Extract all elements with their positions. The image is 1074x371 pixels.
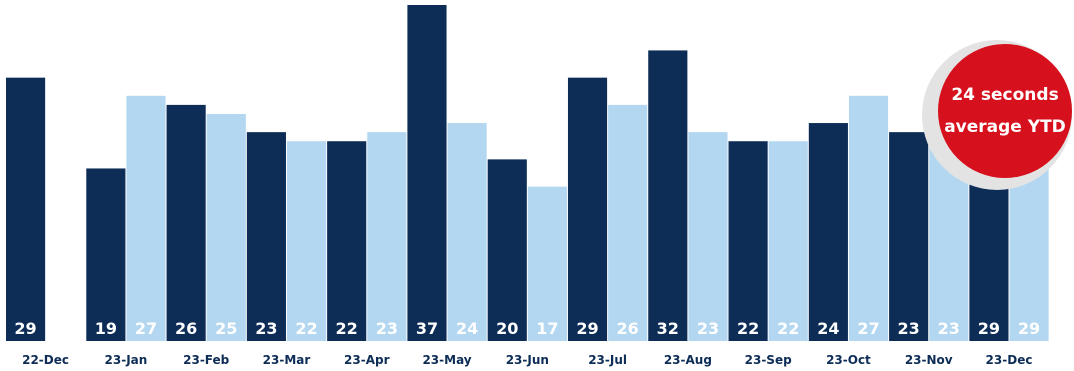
badge-circle: 24 seconds average YTD <box>938 44 1072 178</box>
ytd-average-badge: 24 seconds average YTD <box>922 40 1072 190</box>
bar <box>688 132 728 341</box>
bar-value-label: 29 <box>14 319 36 338</box>
bar <box>648 50 688 341</box>
bar <box>286 141 327 341</box>
bar-value-label: 23 <box>255 319 277 338</box>
bar-value-label: 27 <box>857 319 879 338</box>
bar-value-label: 23 <box>898 319 920 338</box>
bar <box>527 186 567 341</box>
bars-group <box>6 5 1049 342</box>
bar-value-label: 24 <box>456 319 478 338</box>
month-label: 23-Oct <box>826 353 871 367</box>
month-label: 23-Nov <box>905 353 953 367</box>
month-label: 23-Aug <box>664 353 712 367</box>
bar <box>407 5 447 341</box>
bar <box>567 77 608 342</box>
month-label: 23-Mar <box>263 353 311 367</box>
bar <box>808 123 848 341</box>
bar-value-label: 23 <box>376 319 398 338</box>
bar <box>327 141 367 341</box>
bar-value-label: 29 <box>978 319 1000 338</box>
bar <box>166 104 206 341</box>
month-label: 23-Jan <box>105 353 148 367</box>
bar-value-label: 25 <box>215 319 237 338</box>
bar-value-label: 23 <box>938 319 960 338</box>
bar-value-label: 29 <box>1018 319 1040 338</box>
bar <box>246 132 286 341</box>
month-label: 22-Dec <box>22 353 69 367</box>
month-label: 23-Jul <box>588 353 627 367</box>
bar <box>728 141 768 341</box>
badge-line-1: 24 seconds <box>951 85 1059 105</box>
bar-value-label: 19 <box>95 319 117 338</box>
bar <box>206 113 246 341</box>
bar-value-label: 22 <box>295 319 317 338</box>
bar-value-label: 37 <box>416 319 438 338</box>
bar <box>447 123 487 341</box>
month-label: 23-Dec <box>986 353 1033 367</box>
badge-line-2: average YTD <box>944 117 1066 137</box>
bar <box>487 159 527 341</box>
bar <box>367 132 407 341</box>
bar-value-labels: 29 19 27 26 25 23 22 22 23 37 24 20 17 29 26 32 23 22 22 24… <box>14 319 1040 338</box>
bar-value-label: 29 <box>576 319 598 338</box>
bar <box>608 104 648 341</box>
month-label: 23-Sep <box>745 353 792 367</box>
bar-value-label: 24 <box>817 319 839 338</box>
bar-value-label: 22 <box>336 319 358 338</box>
month-label: 23-Apr <box>344 353 390 367</box>
month-label: 23-May <box>422 353 471 367</box>
bar-value-label: 22 <box>737 319 759 338</box>
bar-value-label: 17 <box>536 319 558 338</box>
bar <box>6 77 46 342</box>
month-axis-labels: 22-Dec 23-Jan 23-Feb 23-Mar 23-Apr 23-May 23-J… <box>22 353 1032 367</box>
bar-value-label: 26 <box>175 319 197 338</box>
bar-value-label: 20 <box>496 319 518 338</box>
bar <box>889 132 929 341</box>
bar <box>848 95 889 341</box>
bar <box>86 168 126 341</box>
bar-value-label: 27 <box>135 319 157 338</box>
bar-value-label: 32 <box>657 319 679 338</box>
bar-value-label: 26 <box>617 319 639 338</box>
month-label: 23-Feb <box>183 353 230 367</box>
month-label: 23-Jun <box>506 353 549 367</box>
bar-value-label: 22 <box>777 319 799 338</box>
bar-value-label: 23 <box>697 319 719 338</box>
bar <box>126 95 166 341</box>
bar <box>768 141 808 341</box>
